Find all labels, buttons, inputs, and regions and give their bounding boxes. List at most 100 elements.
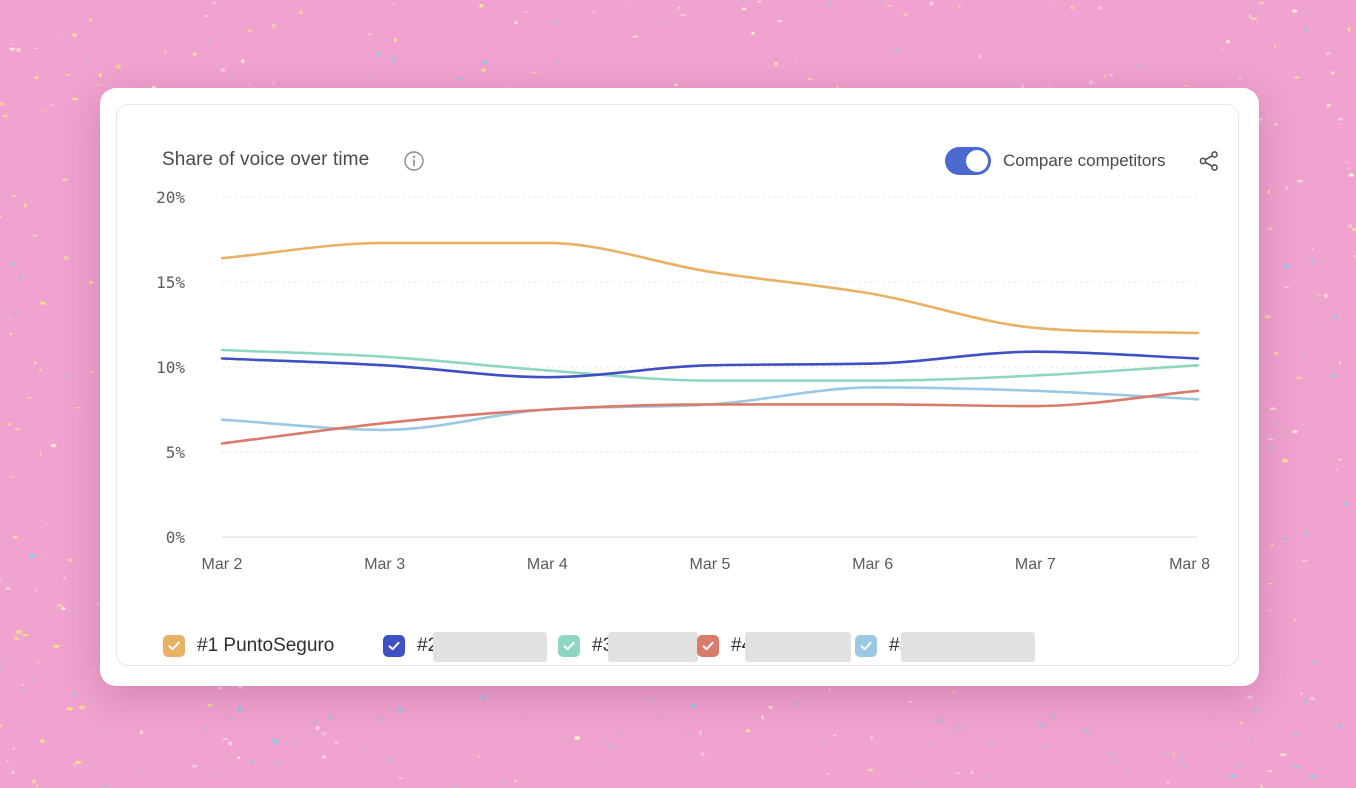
background-speck bbox=[213, 774, 217, 777]
legend-checkbox[interactable] bbox=[697, 635, 719, 657]
background-speck bbox=[0, 579, 2, 583]
background-speck bbox=[1346, 167, 1351, 169]
background-speck bbox=[741, 7, 747, 11]
background-speck bbox=[1325, 51, 1331, 56]
chart-card-inner: Share of voice over time Compare competi… bbox=[116, 104, 1239, 666]
background-speck bbox=[89, 18, 92, 22]
check-icon bbox=[702, 641, 714, 651]
series-line-1[interactable] bbox=[220, 241, 1200, 335]
background-speck bbox=[1299, 354, 1307, 357]
legend-checkbox[interactable] bbox=[163, 635, 185, 657]
background-speck bbox=[90, 697, 93, 702]
background-speck bbox=[14, 428, 21, 430]
background-speck bbox=[393, 60, 397, 65]
background-speck bbox=[574, 736, 581, 741]
background-speck bbox=[1083, 729, 1090, 733]
series-line-4[interactable] bbox=[220, 389, 1200, 445]
background-speck bbox=[241, 59, 245, 64]
background-speck bbox=[60, 31, 63, 33]
background-speck bbox=[62, 178, 68, 181]
background-speck bbox=[109, 734, 111, 736]
background-speck bbox=[920, 780, 924, 783]
background-speck bbox=[1114, 760, 1121, 763]
background-speck bbox=[315, 726, 320, 731]
legend-item-series-5[interactable]: #5 bbox=[855, 632, 1045, 662]
background-speck bbox=[141, 771, 144, 774]
background-speck bbox=[826, 3, 833, 7]
background-speck bbox=[1338, 118, 1344, 121]
background-speck bbox=[39, 451, 42, 455]
background-speck bbox=[381, 717, 384, 723]
background-speck bbox=[79, 705, 86, 710]
background-speck bbox=[795, 59, 798, 64]
compare-competitors-label: Compare competitors bbox=[1003, 151, 1166, 170]
compare-competitors-toggle[interactable] bbox=[945, 147, 991, 175]
share-icon[interactable] bbox=[1197, 149, 1221, 173]
background-speck bbox=[680, 14, 686, 17]
y-tick-label: 0% bbox=[166, 528, 186, 547]
background-speck bbox=[1316, 293, 1321, 296]
background-speck bbox=[387, 757, 391, 762]
background-speck bbox=[1338, 361, 1342, 365]
background-speck bbox=[1273, 754, 1276, 756]
background-speck bbox=[237, 756, 241, 759]
background-speck bbox=[1274, 123, 1278, 126]
background-speck bbox=[67, 558, 73, 562]
series-line-3[interactable] bbox=[220, 348, 1200, 382]
background-speck bbox=[1238, 764, 1244, 766]
legend-checkbox[interactable] bbox=[855, 635, 877, 657]
line-chart: 0% 5% 10% 15% 20% Mar 2 Mar 3 Mar 4 Mar 5 Mar 6 M… bbox=[156, 188, 1210, 573]
legend-item-series-3[interactable]: #3 bbox=[558, 632, 698, 662]
background-speck bbox=[86, 698, 89, 700]
background-speck bbox=[32, 779, 36, 784]
background-speck bbox=[618, 729, 621, 733]
background-speck bbox=[89, 281, 94, 284]
background-speck bbox=[96, 603, 101, 606]
background-speck bbox=[601, 740, 605, 743]
background-speck bbox=[902, 13, 908, 17]
background-speck bbox=[90, 371, 95, 373]
legend-item-series-1[interactable]: #1 PuntoSeguro bbox=[163, 632, 363, 662]
background-speck bbox=[988, 741, 995, 745]
series-line-5[interactable] bbox=[220, 386, 1200, 432]
x-tick-label: Mar 8 bbox=[1169, 556, 1210, 573]
background-speck bbox=[11, 263, 15, 267]
background-speck bbox=[1253, 707, 1260, 713]
background-speck bbox=[700, 752, 705, 756]
background-speck bbox=[1296, 376, 1302, 380]
redacted-name bbox=[608, 632, 698, 662]
background-speck bbox=[1164, 752, 1169, 754]
legend-checkbox[interactable] bbox=[558, 635, 580, 657]
background-speck bbox=[481, 68, 486, 72]
background-speck bbox=[9, 332, 13, 336]
background-speck bbox=[1304, 532, 1309, 536]
background-speck bbox=[27, 396, 32, 399]
background-speck bbox=[100, 731, 102, 734]
background-speck bbox=[376, 51, 381, 57]
background-speck bbox=[524, 11, 527, 13]
background-speck bbox=[1347, 27, 1351, 32]
legend-checkbox[interactable] bbox=[383, 635, 405, 657]
series-line-2[interactable] bbox=[220, 350, 1200, 379]
background-speck bbox=[11, 770, 15, 775]
background-speck bbox=[45, 523, 48, 525]
background-speck bbox=[222, 738, 229, 740]
chart-card: Share of voice over time Compare competi… bbox=[100, 88, 1259, 686]
background-speck bbox=[23, 203, 27, 208]
legend-item-series-4[interactable]: #4 bbox=[697, 632, 857, 662]
background-speck bbox=[1250, 738, 1252, 742]
background-speck bbox=[1267, 770, 1273, 773]
background-speck bbox=[50, 443, 57, 448]
x-tick-label: Mar 5 bbox=[690, 556, 731, 573]
info-icon[interactable] bbox=[403, 150, 425, 172]
background-speck bbox=[1269, 446, 1275, 450]
background-speck bbox=[807, 78, 813, 80]
background-speck bbox=[16, 47, 21, 53]
background-speck bbox=[523, 713, 526, 715]
legend-item-series-2[interactable]: #2 bbox=[383, 632, 548, 662]
background-speck bbox=[1044, 722, 1047, 725]
background-speck bbox=[393, 38, 397, 42]
background-speck bbox=[929, 742, 932, 745]
background-speck bbox=[7, 423, 11, 426]
redacted-name bbox=[433, 632, 547, 662]
